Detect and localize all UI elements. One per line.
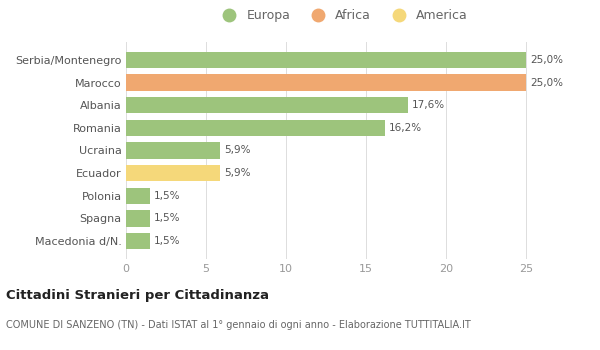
Bar [126,120,385,136]
Bar [126,142,220,159]
Text: 1,5%: 1,5% [154,236,181,246]
Bar [126,75,526,91]
Bar [126,52,526,68]
Text: 1,5%: 1,5% [154,214,181,223]
Text: 5,9%: 5,9% [224,168,251,178]
Text: 16,2%: 16,2% [389,123,422,133]
Text: 25,0%: 25,0% [530,55,563,65]
Text: COMUNE DI SANZENO (TN) - Dati ISTAT al 1° gennaio di ogni anno - Elaborazione TU: COMUNE DI SANZENO (TN) - Dati ISTAT al 1… [6,320,471,330]
Bar [126,97,407,113]
Text: 5,9%: 5,9% [224,146,251,155]
Text: 17,6%: 17,6% [412,100,445,110]
Text: Cittadini Stranieri per Cittadinanza: Cittadini Stranieri per Cittadinanza [6,289,269,302]
Bar [126,233,150,249]
Bar [126,188,150,204]
Bar [126,165,220,181]
Bar [126,210,150,226]
Text: 1,5%: 1,5% [154,191,181,201]
Text: 25,0%: 25,0% [530,78,563,88]
Legend: Europa, Africa, America: Europa, Africa, America [211,4,473,27]
